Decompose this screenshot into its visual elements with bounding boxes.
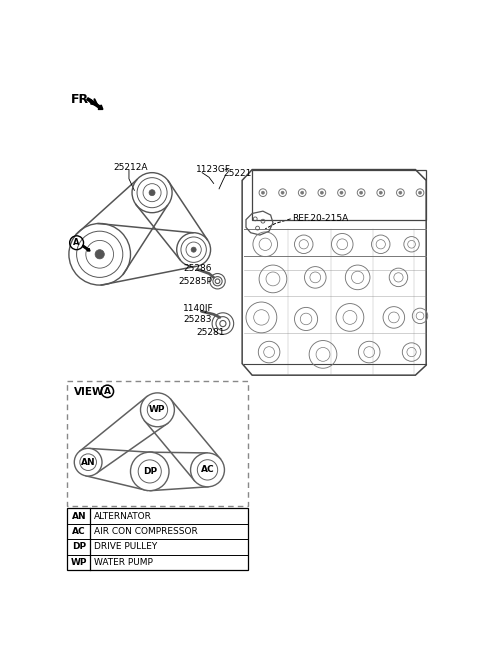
Text: DRIVE PULLEY: DRIVE PULLEY [94, 543, 157, 552]
Bar [252, 170, 426, 220]
Circle shape [141, 393, 174, 427]
Text: 25212A: 25212A [114, 163, 148, 172]
Circle shape [149, 190, 155, 195]
Text: A: A [73, 238, 80, 247]
Circle shape [300, 191, 304, 194]
Text: 25286: 25286 [183, 264, 211, 274]
Text: AN: AN [81, 458, 96, 466]
FancyArrow shape [87, 98, 103, 110]
Text: A: A [104, 387, 111, 396]
Circle shape [399, 191, 402, 194]
Circle shape [95, 250, 104, 259]
Text: 25221: 25221 [223, 169, 251, 178]
Circle shape [360, 191, 363, 194]
Bar [67, 508, 248, 570]
Circle shape [197, 460, 217, 480]
Text: FR.: FR. [71, 92, 94, 106]
Circle shape [131, 452, 169, 491]
Circle shape [419, 191, 421, 194]
Text: AIR CON COMPRESSOR: AIR CON COMPRESSOR [94, 527, 198, 536]
Text: AN: AN [72, 512, 86, 521]
Text: 25285P: 25285P [178, 277, 212, 286]
Circle shape [191, 247, 196, 252]
Text: VIEW: VIEW [73, 388, 104, 398]
Circle shape [379, 191, 382, 194]
Text: ALTERNATOR: ALTERNATOR [94, 512, 152, 521]
Text: 25283: 25283 [183, 316, 211, 324]
Text: WATER PUMP: WATER PUMP [94, 558, 153, 567]
Circle shape [320, 191, 324, 194]
Circle shape [281, 191, 284, 194]
Circle shape [262, 191, 264, 194]
Circle shape [80, 454, 96, 470]
Text: AC: AC [201, 465, 214, 474]
Text: 25281: 25281 [196, 328, 225, 337]
Text: DP: DP [143, 467, 157, 476]
Circle shape [191, 453, 225, 487]
Text: 1140JF: 1140JF [183, 304, 214, 313]
Circle shape [74, 448, 102, 476]
Circle shape [340, 191, 343, 194]
Text: DP: DP [72, 543, 86, 552]
Text: AC: AC [72, 527, 86, 536]
Circle shape [147, 400, 168, 420]
Text: WP: WP [71, 558, 87, 567]
Text: REF.20-215A: REF.20-215A [292, 215, 348, 223]
Circle shape [138, 460, 161, 483]
Text: 1123GF: 1123GF [196, 165, 231, 174]
Text: WP: WP [149, 405, 166, 415]
FancyArrow shape [82, 245, 90, 251]
